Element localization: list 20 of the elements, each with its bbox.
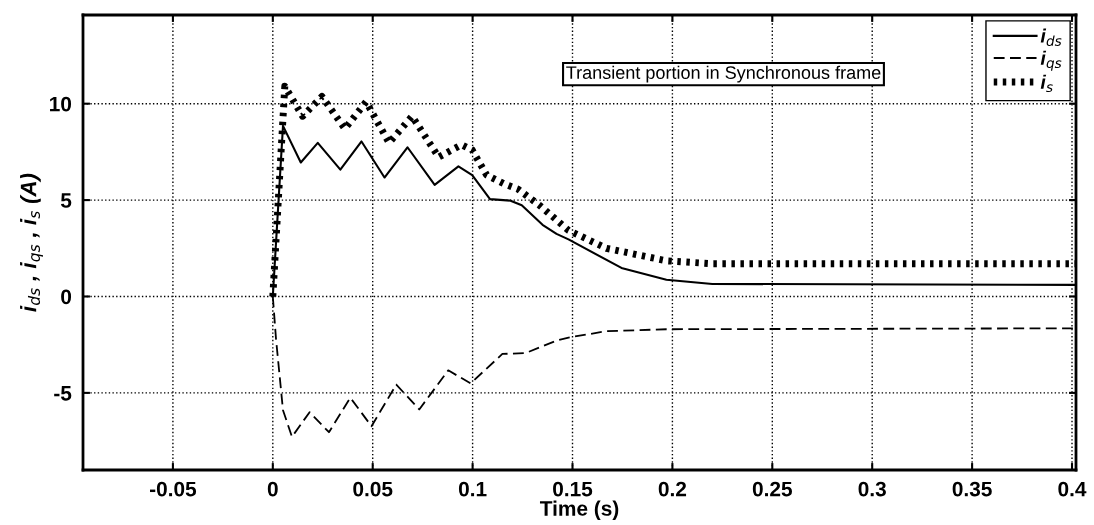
x-tick-label: 0.05 [353, 481, 393, 497]
x-tick-label: 0 [267, 481, 278, 497]
y-tick-label: 10 [50, 96, 72, 112]
legend-label: i$_{qs}$ [1040, 50, 1062, 71]
x-tick-label: 0.35 [952, 481, 992, 497]
annotation: Transient portion in Synchronous frame [566, 65, 881, 83]
x-tick-label: 0.15 [553, 481, 593, 497]
x-tick-label: 0.3 [858, 481, 886, 497]
y-tick-label: -5 [54, 386, 72, 401]
x-tick-label: 0.4 [1058, 481, 1087, 497]
y-axis-title: i$_{ds}$ , i$_{qs}$ , i$_{s}$ (A) [20, 173, 44, 312]
y-tick-label: 0 [61, 289, 72, 305]
y-tick-label: 5 [60, 193, 72, 208]
legend-label: i$_{ds}$ [1040, 28, 1062, 46]
x-tick-label: 0.1 [458, 481, 487, 497]
x-tick-label: -0.05 [149, 481, 197, 497]
x-tick-label: 0.2 [658, 481, 687, 497]
legend-label: i$_{s}$ [1040, 74, 1053, 93]
x-tick-label: 0.25 [752, 481, 792, 497]
x-axis-title: Time (s) [539, 500, 619, 520]
